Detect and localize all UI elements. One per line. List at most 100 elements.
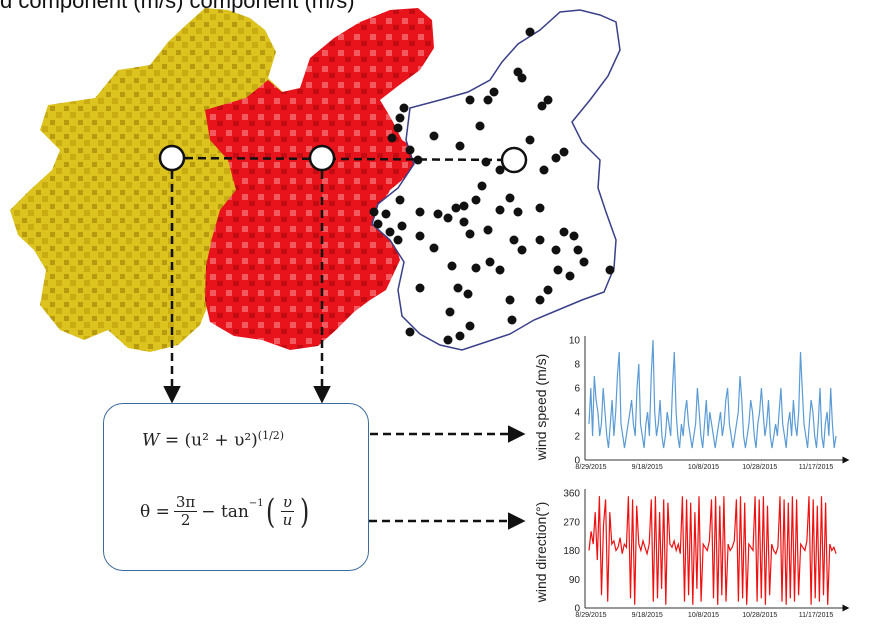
station-dot (485, 257, 495, 267)
station-dot (565, 271, 575, 281)
station-dot (451, 203, 461, 213)
station-dot (455, 331, 465, 341)
station-dot (465, 321, 475, 331)
wind-speed-chart: wind speed (m/s) 0 2 4 6 8 10 8/29/2015 9/18/20… (533, 336, 850, 471)
station-dot (535, 295, 545, 305)
x-tick-label: 8/29/2015 (575, 612, 606, 619)
station-dot (459, 201, 469, 211)
station-dot (415, 283, 425, 293)
y-tick-label: 6 (574, 384, 580, 395)
station-dot (569, 231, 579, 241)
red-grid-point (308, 144, 336, 172)
wind-direction-formula: θ = 3π 2 − tan −1 ( υ u ) (140, 494, 311, 529)
station-dot (471, 195, 481, 205)
station-dot (445, 307, 455, 317)
v-num: υ (280, 493, 295, 512)
station-dot (553, 265, 563, 275)
direction-ylabel: wind direction(°) (533, 502, 549, 604)
v-over-u: υ u (280, 493, 295, 529)
yellow-region-map (10, 8, 286, 352)
station-dot (543, 285, 553, 295)
station-dot (463, 289, 473, 299)
station-dot (579, 257, 589, 267)
station-dot (453, 283, 463, 293)
station-dot (535, 203, 545, 213)
station-dot (495, 205, 505, 215)
station-dots (369, 27, 615, 345)
station-dot (483, 95, 493, 105)
wind-direction-chart: wind direction(°) 0 90 180 270 360 8/29/2015 9… (533, 489, 850, 619)
x-tick-label: 9/18/2015 (632, 612, 663, 619)
station-dot (477, 181, 487, 191)
speed-rhs: = (u² + υ²) (164, 430, 258, 451)
formula-box: W = (u² + υ²)(1/2) θ = 3π 2 − tan −1 ( υ … (103, 403, 369, 571)
station-dot (405, 327, 415, 337)
left-paren: ( (265, 491, 275, 532)
y-tick-label: 360 (563, 489, 580, 500)
station-dot (413, 155, 423, 165)
x-tick-label: 11/17/2015 (799, 464, 834, 471)
y-tick-label: 0 (574, 604, 580, 615)
speed-axes: 0 2 4 6 8 10 8/29/2015 9/18/2015 10/8/2015 10/28/… (569, 336, 850, 471)
red-region-map (205, 8, 434, 350)
speed-series-line (588, 339, 837, 449)
station-dot (489, 87, 499, 97)
station-dot (543, 95, 553, 105)
station-dot (465, 229, 475, 239)
station-dot (455, 141, 465, 151)
station-dot (513, 207, 523, 217)
frac-num: 3π (173, 493, 198, 512)
station-dot (429, 243, 439, 253)
frac-den: 2 (180, 511, 191, 529)
station-dot (393, 123, 403, 133)
station-dot (387, 133, 397, 143)
speed-exponent: (1/2) (257, 429, 285, 442)
station-dot (397, 221, 407, 231)
station-dot (369, 207, 379, 217)
direction-axes: 0 90 180 270 360 8/29/2015 9/18/2015 10/8/2015 1… (563, 489, 850, 619)
station-dot (525, 135, 535, 145)
station-dot (443, 335, 453, 345)
x-tick-label: 9/18/2015 (632, 464, 663, 471)
station-dot (559, 227, 569, 237)
station-dot (507, 315, 517, 325)
y-tick-label: 180 (563, 546, 580, 557)
station-dot (517, 245, 527, 255)
station-dot (443, 213, 453, 223)
station-dot (393, 235, 403, 245)
station-dot (537, 101, 547, 111)
dir-lhs: θ = (140, 501, 170, 522)
station-dot (573, 245, 583, 255)
station-dot (517, 73, 527, 83)
station-dot (429, 131, 439, 141)
u-den: u (282, 511, 293, 529)
speed-ylabel: wind speed (m/s) (533, 354, 549, 462)
y-tick-label: 90 (569, 575, 581, 586)
x-tick-label: 8/29/2015 (575, 464, 606, 471)
station-dot (459, 217, 469, 227)
x-tick-label: 10/8/2015 (688, 612, 719, 619)
station-dot (551, 245, 561, 255)
station-dot (465, 95, 475, 105)
station-point (500, 146, 528, 174)
station-dot (415, 231, 425, 241)
station-dot (373, 219, 383, 229)
yellow-grid-point (158, 144, 186, 172)
speed-lhs: W (142, 430, 160, 451)
station-dot (475, 121, 485, 131)
wind-speed-formula: W = (u² + υ²)(1/2) (142, 429, 284, 451)
x-tick-label: 10/28/2015 (742, 612, 777, 619)
station-dot (483, 225, 493, 235)
x-tick-label: 10/8/2015 (688, 464, 719, 471)
station-dot (433, 209, 443, 219)
station-dot (535, 235, 545, 245)
x-tick-label: 10/28/2015 (742, 464, 777, 471)
station-dot (381, 209, 391, 219)
y-tick-label: 0 (574, 456, 580, 467)
direction-series-line (588, 496, 837, 605)
station-dot (447, 261, 457, 271)
station-dot (505, 295, 515, 305)
white-region-map (371, 9, 621, 351)
station-dot (539, 165, 549, 175)
